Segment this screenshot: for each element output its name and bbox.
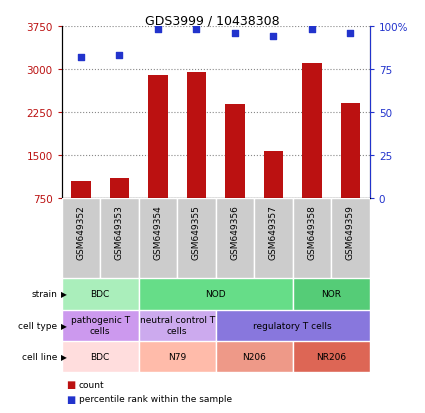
Bar bbox=[139, 310, 215, 341]
Bar bbox=[215, 310, 370, 341]
Bar bbox=[293, 341, 370, 372]
Text: strain: strain bbox=[31, 290, 57, 299]
Text: NR206: NR206 bbox=[316, 352, 346, 361]
Text: GSM649357: GSM649357 bbox=[269, 205, 278, 259]
Bar bbox=[331, 198, 370, 279]
Bar bbox=[341, 104, 360, 198]
Text: ▶: ▶ bbox=[61, 321, 67, 330]
Text: GDS3999 / 10438308: GDS3999 / 10438308 bbox=[145, 14, 280, 27]
Bar bbox=[215, 198, 254, 279]
Text: ▶: ▶ bbox=[61, 290, 67, 299]
Point bbox=[116, 53, 123, 59]
Text: GSM649353: GSM649353 bbox=[115, 205, 124, 259]
Bar bbox=[187, 73, 206, 198]
Bar bbox=[293, 198, 331, 279]
Bar bbox=[177, 198, 215, 279]
Text: GSM649354: GSM649354 bbox=[153, 205, 162, 259]
Point bbox=[77, 55, 84, 61]
Bar bbox=[264, 152, 283, 198]
Bar bbox=[139, 279, 293, 310]
Bar bbox=[139, 341, 215, 372]
Text: N206: N206 bbox=[242, 352, 266, 361]
Bar bbox=[62, 198, 100, 279]
Bar bbox=[100, 198, 139, 279]
Text: NOD: NOD bbox=[205, 290, 226, 299]
Text: GSM649355: GSM649355 bbox=[192, 205, 201, 259]
Text: NOR: NOR bbox=[321, 290, 341, 299]
Text: GSM649356: GSM649356 bbox=[230, 205, 239, 259]
Text: cell line: cell line bbox=[22, 352, 57, 361]
Bar bbox=[215, 341, 293, 372]
Text: GSM649358: GSM649358 bbox=[307, 205, 317, 259]
Bar bbox=[293, 279, 370, 310]
Bar bbox=[254, 198, 293, 279]
Text: ▶: ▶ bbox=[61, 352, 67, 361]
Text: cell type: cell type bbox=[18, 321, 57, 330]
Text: count: count bbox=[79, 380, 104, 389]
Bar bbox=[225, 105, 244, 198]
Text: N79: N79 bbox=[168, 352, 186, 361]
Bar bbox=[302, 64, 322, 198]
Bar bbox=[110, 178, 129, 198]
Text: regulatory T cells: regulatory T cells bbox=[253, 321, 332, 330]
Bar bbox=[139, 198, 177, 279]
Point bbox=[193, 27, 200, 33]
Bar bbox=[62, 310, 139, 341]
Text: BDC: BDC bbox=[91, 352, 110, 361]
Text: GSM649352: GSM649352 bbox=[76, 205, 85, 259]
Text: GSM649359: GSM649359 bbox=[346, 205, 355, 259]
Text: pathogenic T
cells: pathogenic T cells bbox=[71, 316, 130, 335]
Point bbox=[309, 27, 315, 33]
Text: BDC: BDC bbox=[91, 290, 110, 299]
Text: percentile rank within the sample: percentile rank within the sample bbox=[79, 394, 232, 403]
Bar bbox=[71, 181, 91, 198]
Text: neutral control T
cells: neutral control T cells bbox=[139, 316, 215, 335]
Point bbox=[232, 31, 238, 37]
Text: ■: ■ bbox=[66, 379, 75, 389]
Text: ■: ■ bbox=[66, 394, 75, 404]
Bar bbox=[62, 279, 139, 310]
Point bbox=[155, 27, 162, 33]
Bar bbox=[62, 341, 139, 372]
Bar bbox=[148, 76, 167, 198]
Point bbox=[270, 34, 277, 40]
Point bbox=[347, 31, 354, 37]
